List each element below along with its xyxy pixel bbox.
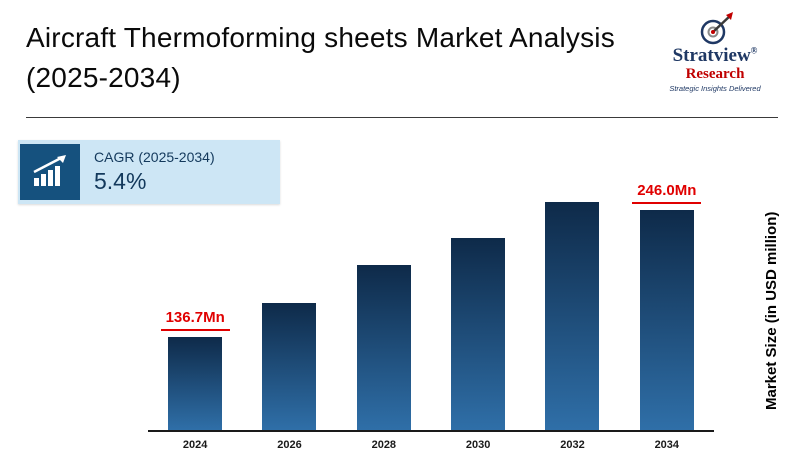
page-title: Aircraft Thermoforming sheets Market Ana…: [26, 22, 615, 93]
cagr-text: CAGR (2025-2034) 5.4%: [80, 149, 215, 195]
target-arrow-icon: [700, 12, 733, 45]
bar: [451, 237, 506, 430]
bar: [639, 210, 694, 430]
growth-chart-icon: [20, 144, 80, 200]
logo-tagline: Strategic Insights Delivered: [669, 84, 761, 94]
logo-name-secondary: Research: [685, 65, 745, 82]
registered-mark: ®: [750, 45, 758, 56]
bar-group: [337, 182, 431, 430]
bar: [168, 337, 223, 430]
cagr-label: CAGR (2025-2034): [94, 149, 215, 165]
cagr-value: 5.4%: [94, 168, 147, 194]
cagr-callout: CAGR (2025-2034) 5.4%: [18, 140, 280, 204]
bar-group: 246.0Mn: [620, 182, 714, 430]
x-axis-labels: 2024 2026 2028 2030 2032 2034: [148, 432, 714, 451]
x-axis-label: 2028: [371, 439, 397, 451]
bar: [262, 302, 317, 430]
x-axis-label: 2032: [560, 439, 585, 451]
bar-value-label: 246.0Mn: [632, 182, 702, 204]
x-axis-label: 2026: [277, 439, 302, 451]
bar: [356, 265, 411, 430]
logo: Stratview® Research Strategic Insights D…: [654, 12, 776, 93]
logo-name: Stratview®: [672, 45, 758, 66]
x-axis-label: 2034: [654, 439, 680, 451]
y-axis-label: Market Size (in USD million): [763, 211, 780, 411]
header: Aircraft Thermoforming sheets Market Ana…: [26, 10, 778, 118]
bar-value-label: 136.7Mn: [160, 309, 230, 332]
bar-group: [525, 182, 619, 430]
bar-chart: 136.7Mn 246.0Mn 2024 2026 2028 2030 2032 2034: [148, 182, 714, 451]
bar-group: [242, 182, 336, 430]
bar: [545, 201, 600, 430]
plot-area: 136.7Mn 246.0Mn: [148, 182, 714, 432]
x-axis-label: 2030: [465, 439, 491, 451]
bar-group: [431, 182, 525, 430]
x-axis-label: 2024: [182, 439, 208, 451]
bar-group: 136.7Mn: [148, 182, 242, 430]
